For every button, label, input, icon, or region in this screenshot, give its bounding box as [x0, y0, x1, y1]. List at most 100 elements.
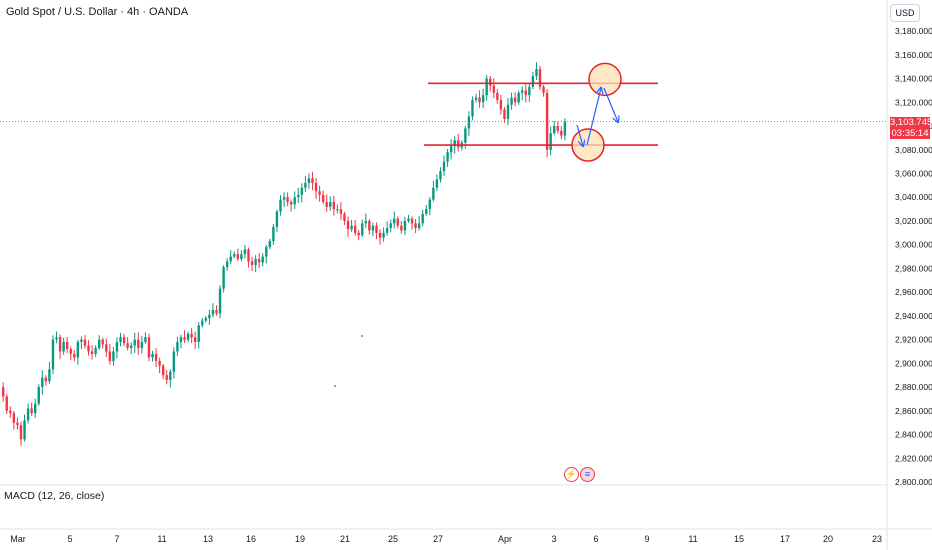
- y-tick-label: 2,860.000: [895, 406, 932, 416]
- candle-body: [41, 377, 44, 388]
- x-tick-label: 20: [823, 534, 833, 544]
- candle-body: [272, 226, 275, 242]
- candle-body: [233, 254, 236, 257]
- candle-body: [151, 353, 154, 358]
- y-tick-label: 3,180.000: [895, 26, 932, 36]
- us-flag-icon[interactable]: ≡: [580, 467, 595, 482]
- candle-body: [211, 309, 215, 315]
- candle-body: [37, 387, 40, 404]
- candle-body: [481, 95, 485, 103]
- candle-body: [158, 360, 161, 366]
- x-tick-label: 11: [688, 534, 697, 544]
- candle-body: [353, 225, 357, 233]
- candle-body: [311, 178, 314, 183]
- candle-body: [26, 408, 30, 421]
- candle-body: [97, 339, 101, 348]
- candle-body: [439, 171, 442, 180]
- candle-body: [503, 109, 506, 119]
- candle-body: [457, 140, 460, 148]
- x-tick-label: 15: [734, 534, 744, 544]
- candle-body: [80, 339, 83, 342]
- y-tick-label: 3,160.000: [895, 50, 932, 60]
- candle-body: [325, 201, 328, 207]
- x-tick-label: 16: [246, 534, 256, 544]
- candle-body: [33, 403, 37, 414]
- forecast-arrow-down-2: [603, 87, 618, 122]
- candle-body: [73, 353, 76, 358]
- candle-body: [314, 182, 318, 192]
- candle-body: [417, 223, 421, 229]
- candle-body: [122, 337, 126, 344]
- candle-body: [23, 420, 26, 440]
- candle-body: [435, 179, 439, 188]
- candle-body: [506, 104, 510, 119]
- candle-body: [496, 92, 499, 100]
- candle-body: [218, 288, 222, 314]
- candle-body: [222, 267, 225, 289]
- candle-body: [208, 314, 211, 319]
- candle-body: [474, 97, 478, 100]
- candle-body: [179, 337, 183, 342]
- candle-body: [471, 99, 474, 117]
- candle-body: [186, 333, 190, 340]
- last-price-value: 3,103.745: [890, 117, 932, 128]
- candle-body: [407, 218, 410, 221]
- candle-body: [364, 220, 368, 224]
- candle-body: [542, 86, 545, 93]
- y-tick-label: 3,140.000: [895, 74, 932, 84]
- candle-body: [478, 97, 481, 103]
- candle-body: [545, 92, 549, 150]
- candle-body: [115, 341, 119, 352]
- candle-body: [154, 353, 158, 361]
- lightning-icon[interactable]: ⚡: [564, 467, 579, 482]
- candle-body: [144, 337, 147, 342]
- y-tick-label: 3,120.000: [895, 97, 932, 107]
- candle-body: [538, 69, 542, 87]
- candle-body: [346, 220, 350, 230]
- candle-body: [339, 209, 343, 214]
- y-tick-label: 2,800.000: [895, 477, 932, 487]
- candle-body: [421, 213, 424, 224]
- candle-body: [329, 201, 332, 207]
- candle-body: [261, 256, 264, 263]
- candle-body: [94, 347, 97, 354]
- y-tick-label: 2,900.000: [895, 358, 932, 368]
- candle-body: [318, 191, 321, 195]
- candle-body: [243, 249, 247, 255]
- candle-body: [58, 337, 62, 352]
- support-highlight-circle: [571, 128, 605, 162]
- candle-body: [553, 126, 556, 134]
- candle-body: [449, 146, 453, 153]
- candle-body: [65, 341, 69, 350]
- candle-body: [268, 241, 272, 248]
- candle-body: [556, 126, 559, 131]
- candle-body: [51, 339, 55, 370]
- macd-indicator-label[interactable]: MACD (12, 26, close): [4, 490, 105, 502]
- candle-body: [193, 337, 197, 342]
- x-tick-label: 9: [644, 534, 649, 544]
- candle-body: [343, 213, 346, 221]
- candle-body: [275, 211, 279, 227]
- x-tick-label: 17: [780, 534, 790, 544]
- currency-button[interactable]: USD: [890, 4, 920, 22]
- candle-body: [69, 349, 72, 354]
- candle-body: [307, 178, 311, 183]
- candle-body: [396, 218, 400, 226]
- candle-body: [403, 220, 407, 231]
- candle-body: [165, 375, 168, 380]
- candle-body: [368, 220, 371, 231]
- x-tick-label: Mar: [10, 534, 26, 544]
- candle-body: [321, 194, 325, 202]
- candle-body: [414, 223, 417, 229]
- candle-body: [197, 325, 200, 342]
- y-tick-label: 3,000.000: [895, 240, 932, 250]
- candle-body: [161, 365, 165, 376]
- y-tick-label: 3,080.000: [895, 145, 932, 155]
- candle-body: [257, 258, 261, 263]
- candle-body: [528, 86, 531, 96]
- candle-body: [531, 76, 535, 87]
- candle-body: [428, 199, 431, 210]
- bar-countdown: 03:35:14: [891, 128, 929, 139]
- candle-body: [76, 341, 80, 358]
